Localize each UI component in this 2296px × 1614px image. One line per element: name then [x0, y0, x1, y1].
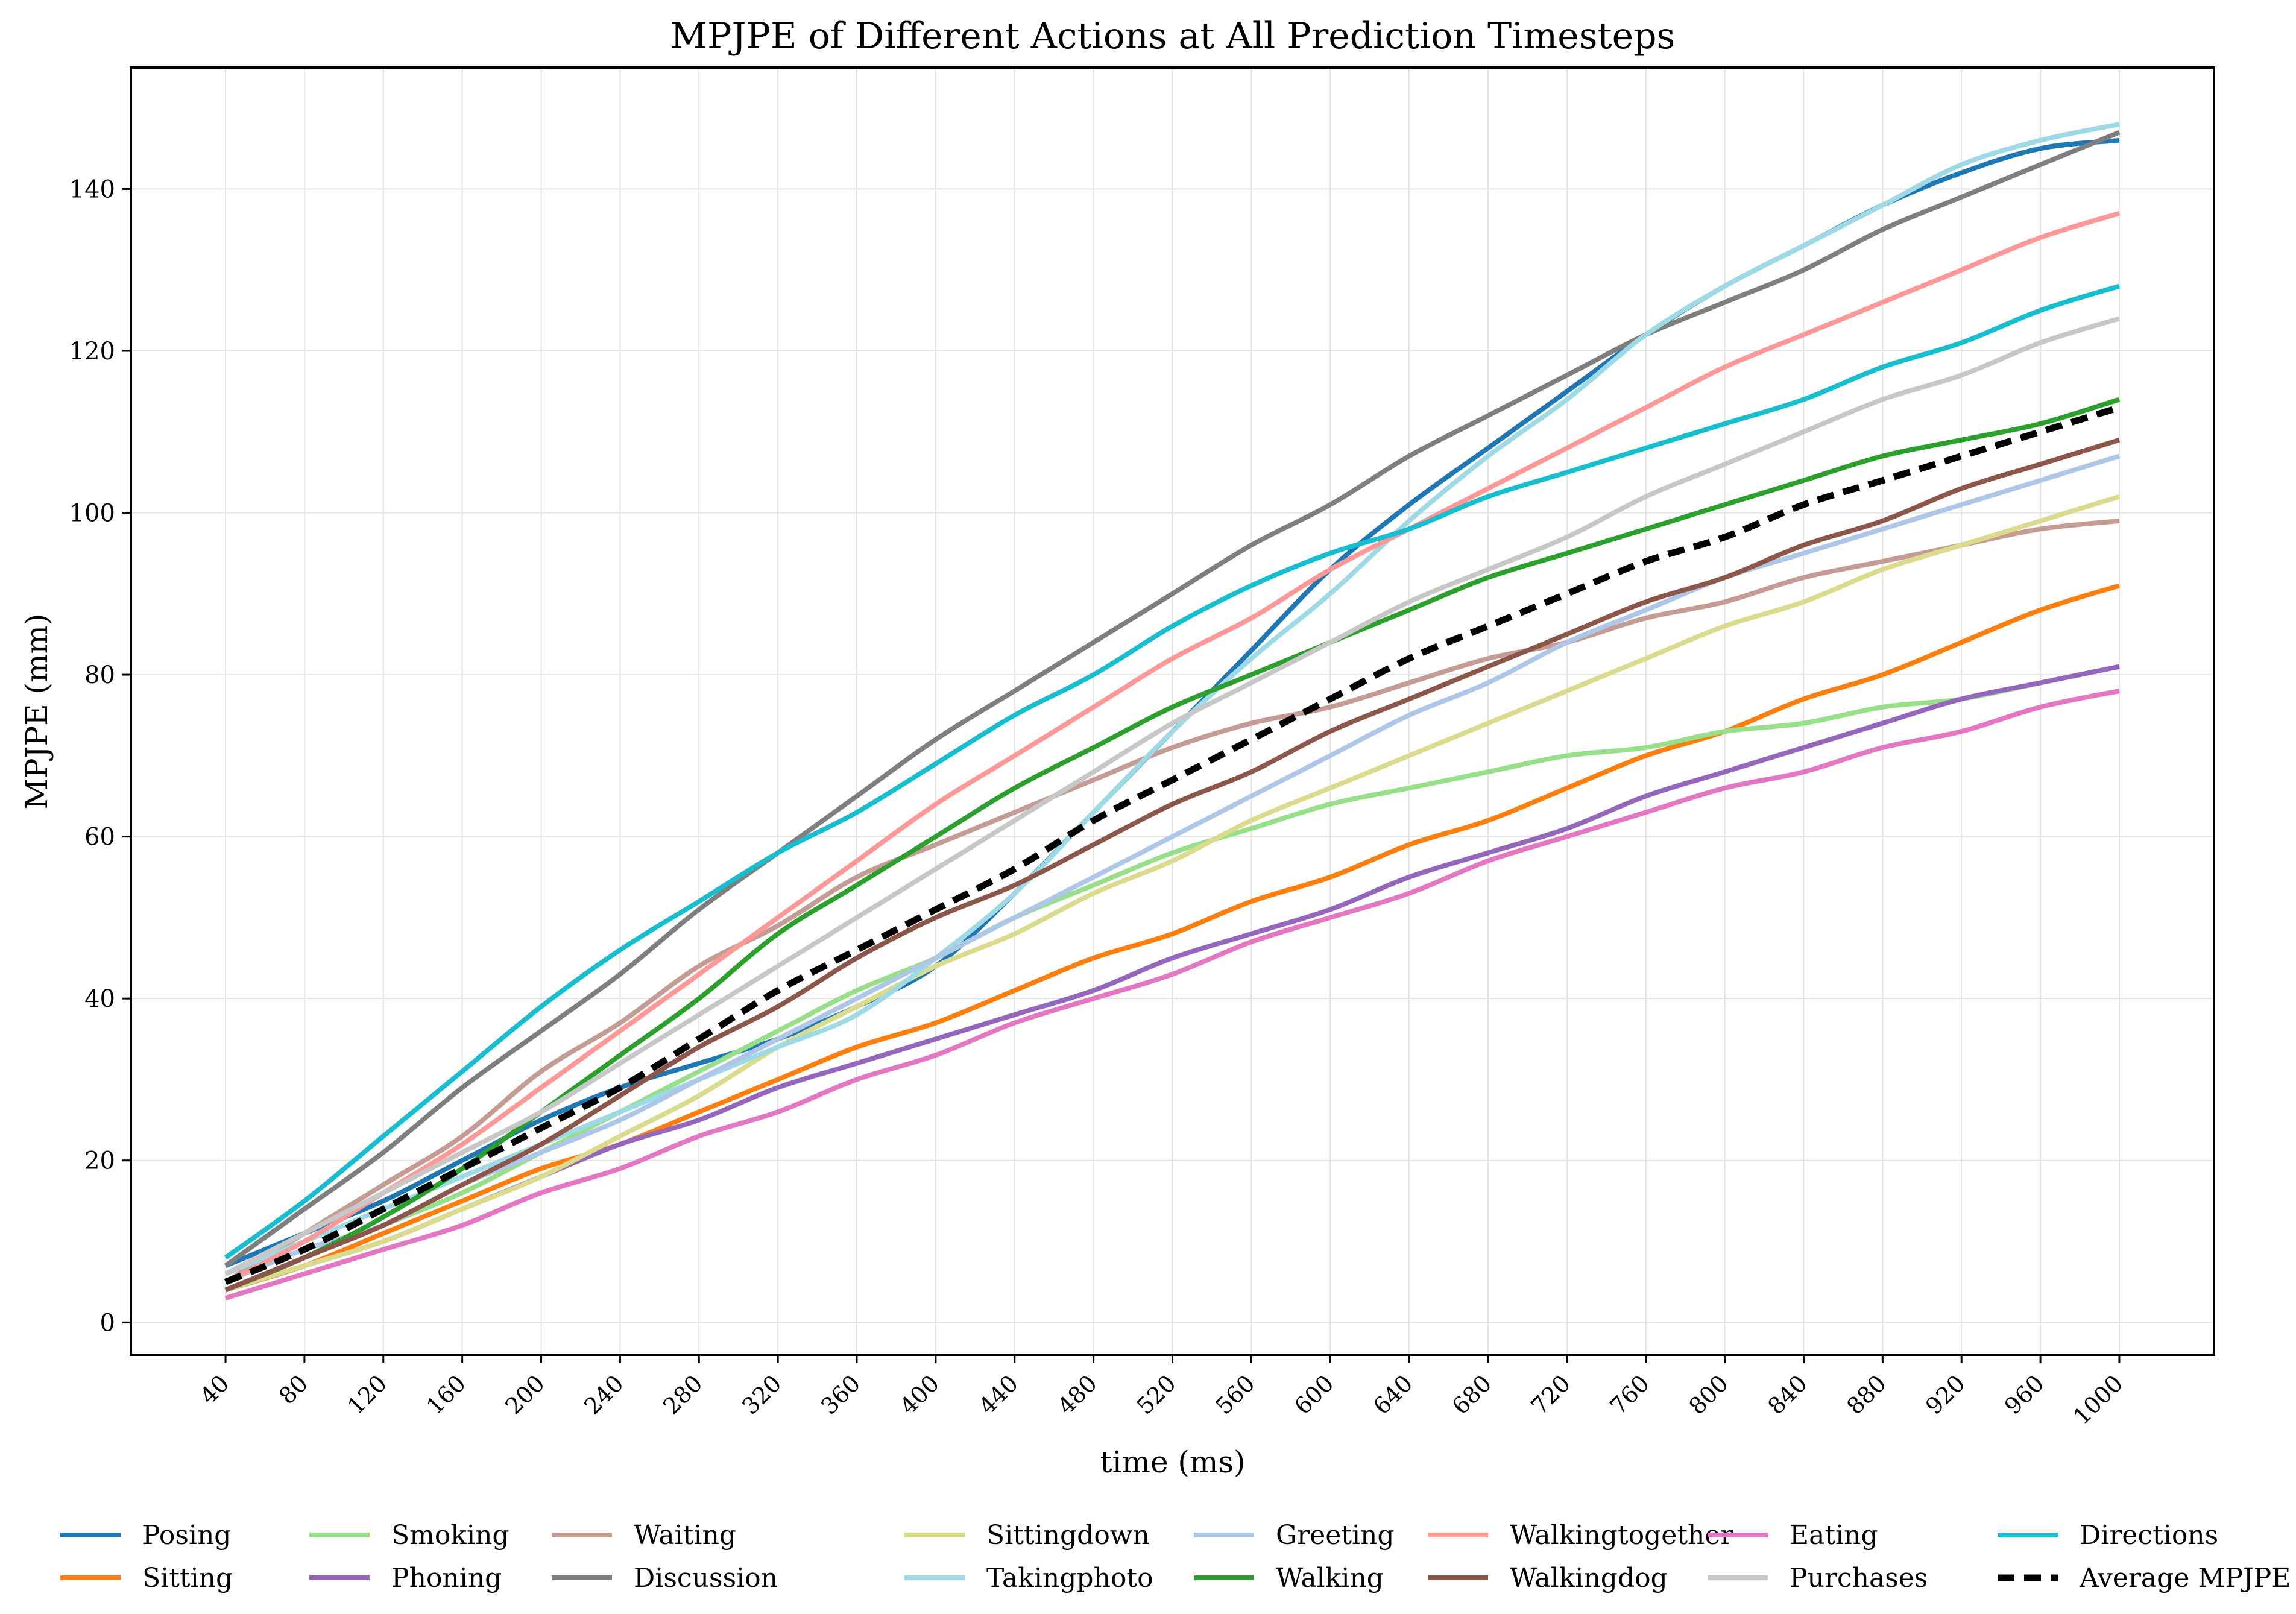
legend-item-walkingtogether: Walkingtogether	[1428, 1520, 1733, 1551]
y-tick-label: 40	[84, 985, 115, 1013]
y-axis: 0 20 40 60 80 100 120 140	[69, 175, 131, 1337]
x-axis-label: time (ms)	[1100, 1445, 1245, 1480]
legend-item-greeting: Greeting	[1194, 1520, 1395, 1551]
series-line-walkingtogether	[224, 210, 2121, 1284]
legend: Posing Sitting Smoking Phoning Waiting Discus…	[60, 1520, 2291, 1594]
legend-label: Greeting	[1276, 1520, 1395, 1551]
series-line-eating	[224, 688, 2120, 1300]
y-tick-label: 140	[69, 175, 115, 203]
series-line-walkingdog	[224, 437, 2121, 1293]
y-tick-label: 120	[69, 338, 115, 365]
legend-item-purchases: Purchases	[1708, 1563, 1928, 1594]
legend-label: Waiting	[634, 1520, 736, 1551]
series-layer	[224, 122, 2121, 1300]
legend-label: Walkingdog	[1510, 1563, 1668, 1594]
legend-item-posing: Posing	[60, 1520, 231, 1551]
legend-label: Phoning	[391, 1563, 502, 1594]
legend-label: Takingphoto	[986, 1563, 1153, 1594]
y-tick-label: 60	[84, 824, 115, 851]
y-axis-label: MPJPE (mm)	[19, 614, 54, 810]
legend-label: Purchases	[1790, 1563, 1928, 1594]
series-line-sittingdown	[224, 494, 2121, 1293]
series-line-greeting	[224, 453, 2121, 1284]
legend-label: Sitting	[142, 1563, 233, 1594]
legend-item-waiting: Waiting	[552, 1520, 736, 1551]
series-line-discussion	[224, 130, 2121, 1268]
series-line-directions	[224, 283, 2121, 1260]
legend-item-walking: Walking	[1194, 1563, 1384, 1594]
legend-label: Posing	[142, 1520, 231, 1551]
series-line-average-mpjpe	[224, 404, 2121, 1285]
legend-label: Smoking	[391, 1520, 509, 1551]
series-line-purchases	[224, 316, 2121, 1276]
legend-item-eating: Eating	[1708, 1520, 1878, 1551]
legend-label: Average MPJPE	[2079, 1563, 2291, 1594]
legend-label: Sittingdown	[986, 1520, 1150, 1551]
legend-label: Discussion	[634, 1563, 778, 1594]
legend-item-phoning: Phoning	[309, 1563, 502, 1594]
legend-item-takingphoto: Takingphoto	[904, 1563, 1153, 1594]
y-tick-label: 0	[100, 1309, 115, 1337]
y-tick-label: 100	[69, 500, 115, 528]
legend-label: Eating	[1790, 1520, 1878, 1551]
legend-item-sitting: Sitting	[60, 1563, 233, 1594]
legend-item-walkingdog: Walkingdog	[1428, 1563, 1668, 1594]
legend-label: Directions	[2080, 1520, 2218, 1551]
legend-label: Walking	[1276, 1563, 1384, 1594]
y-tick-label: 20	[84, 1147, 115, 1175]
legend-label: Walkingtogether	[1510, 1520, 1733, 1551]
legend-item-discussion: Discussion	[552, 1563, 778, 1594]
series-line-sitting	[224, 583, 2121, 1293]
legend-item-smoking: Smoking	[309, 1520, 509, 1551]
chart-title: MPJPE of Different Actions at All Predic…	[670, 15, 1676, 57]
legend-item-directions: Directions	[1998, 1520, 2218, 1551]
legend-item-sittingdown: Sittingdown	[904, 1520, 1150, 1551]
grid	[131, 68, 2214, 1355]
y-tick-label: 80	[84, 661, 115, 689]
legend-item-average-mpjpe: Average MPJPE	[1998, 1563, 2291, 1594]
